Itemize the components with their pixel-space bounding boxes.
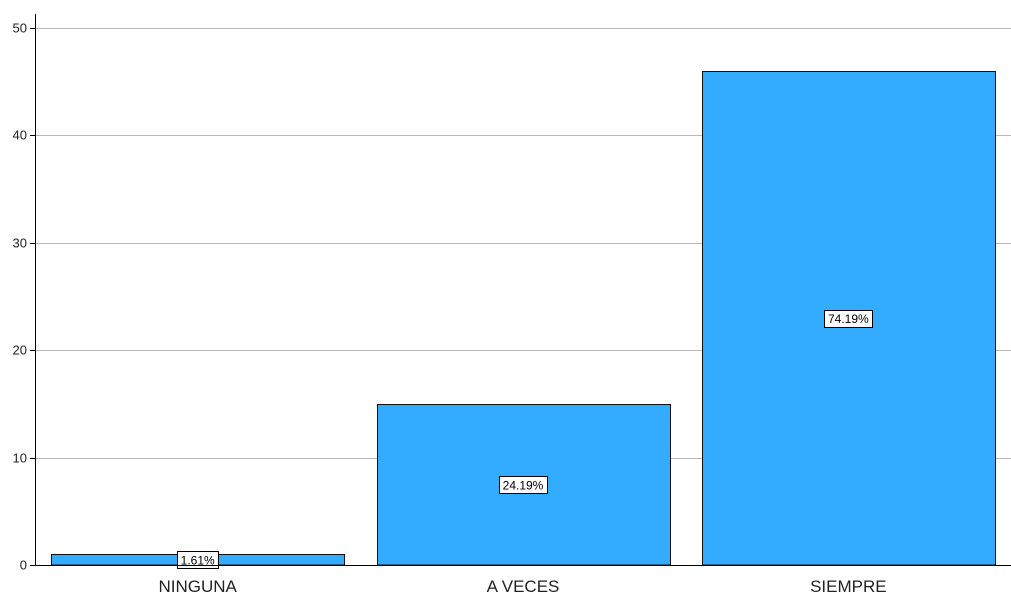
y-tick-label: 30 [13, 236, 27, 251]
y-tick-label: 50 [13, 21, 27, 36]
x-tick-label: NINGUNA [158, 577, 237, 596]
axes [35, 14, 1011, 566]
y-tick-label: 40 [13, 128, 27, 143]
data-label-text: 1.61% [181, 553, 215, 567]
x-tick-label: SIEMPRE [810, 577, 887, 596]
data-label-text: 24.19% [503, 478, 544, 492]
data-label-text: 74.19% [828, 312, 869, 326]
y-tick-label: 10 [13, 451, 27, 466]
x-tick-label: A VECES [487, 577, 560, 596]
data-label: 74.19% [824, 310, 873, 328]
data-labels: 1.61% 24.19% 74.19% [177, 310, 873, 569]
data-label-box [177, 551, 219, 569]
y-tick-label: 0 [20, 558, 27, 573]
data-label-box [824, 310, 873, 328]
y-axis-ticks: 0 10 20 30 40 50 [13, 21, 35, 573]
y-tick-label: 20 [13, 343, 27, 358]
x-axis-labels: NINGUNA A VECES SIEMPRE [158, 577, 886, 596]
data-label: 1.61% [177, 551, 219, 569]
data-label-box [499, 476, 548, 494]
data-label: 24.19% [499, 476, 548, 494]
